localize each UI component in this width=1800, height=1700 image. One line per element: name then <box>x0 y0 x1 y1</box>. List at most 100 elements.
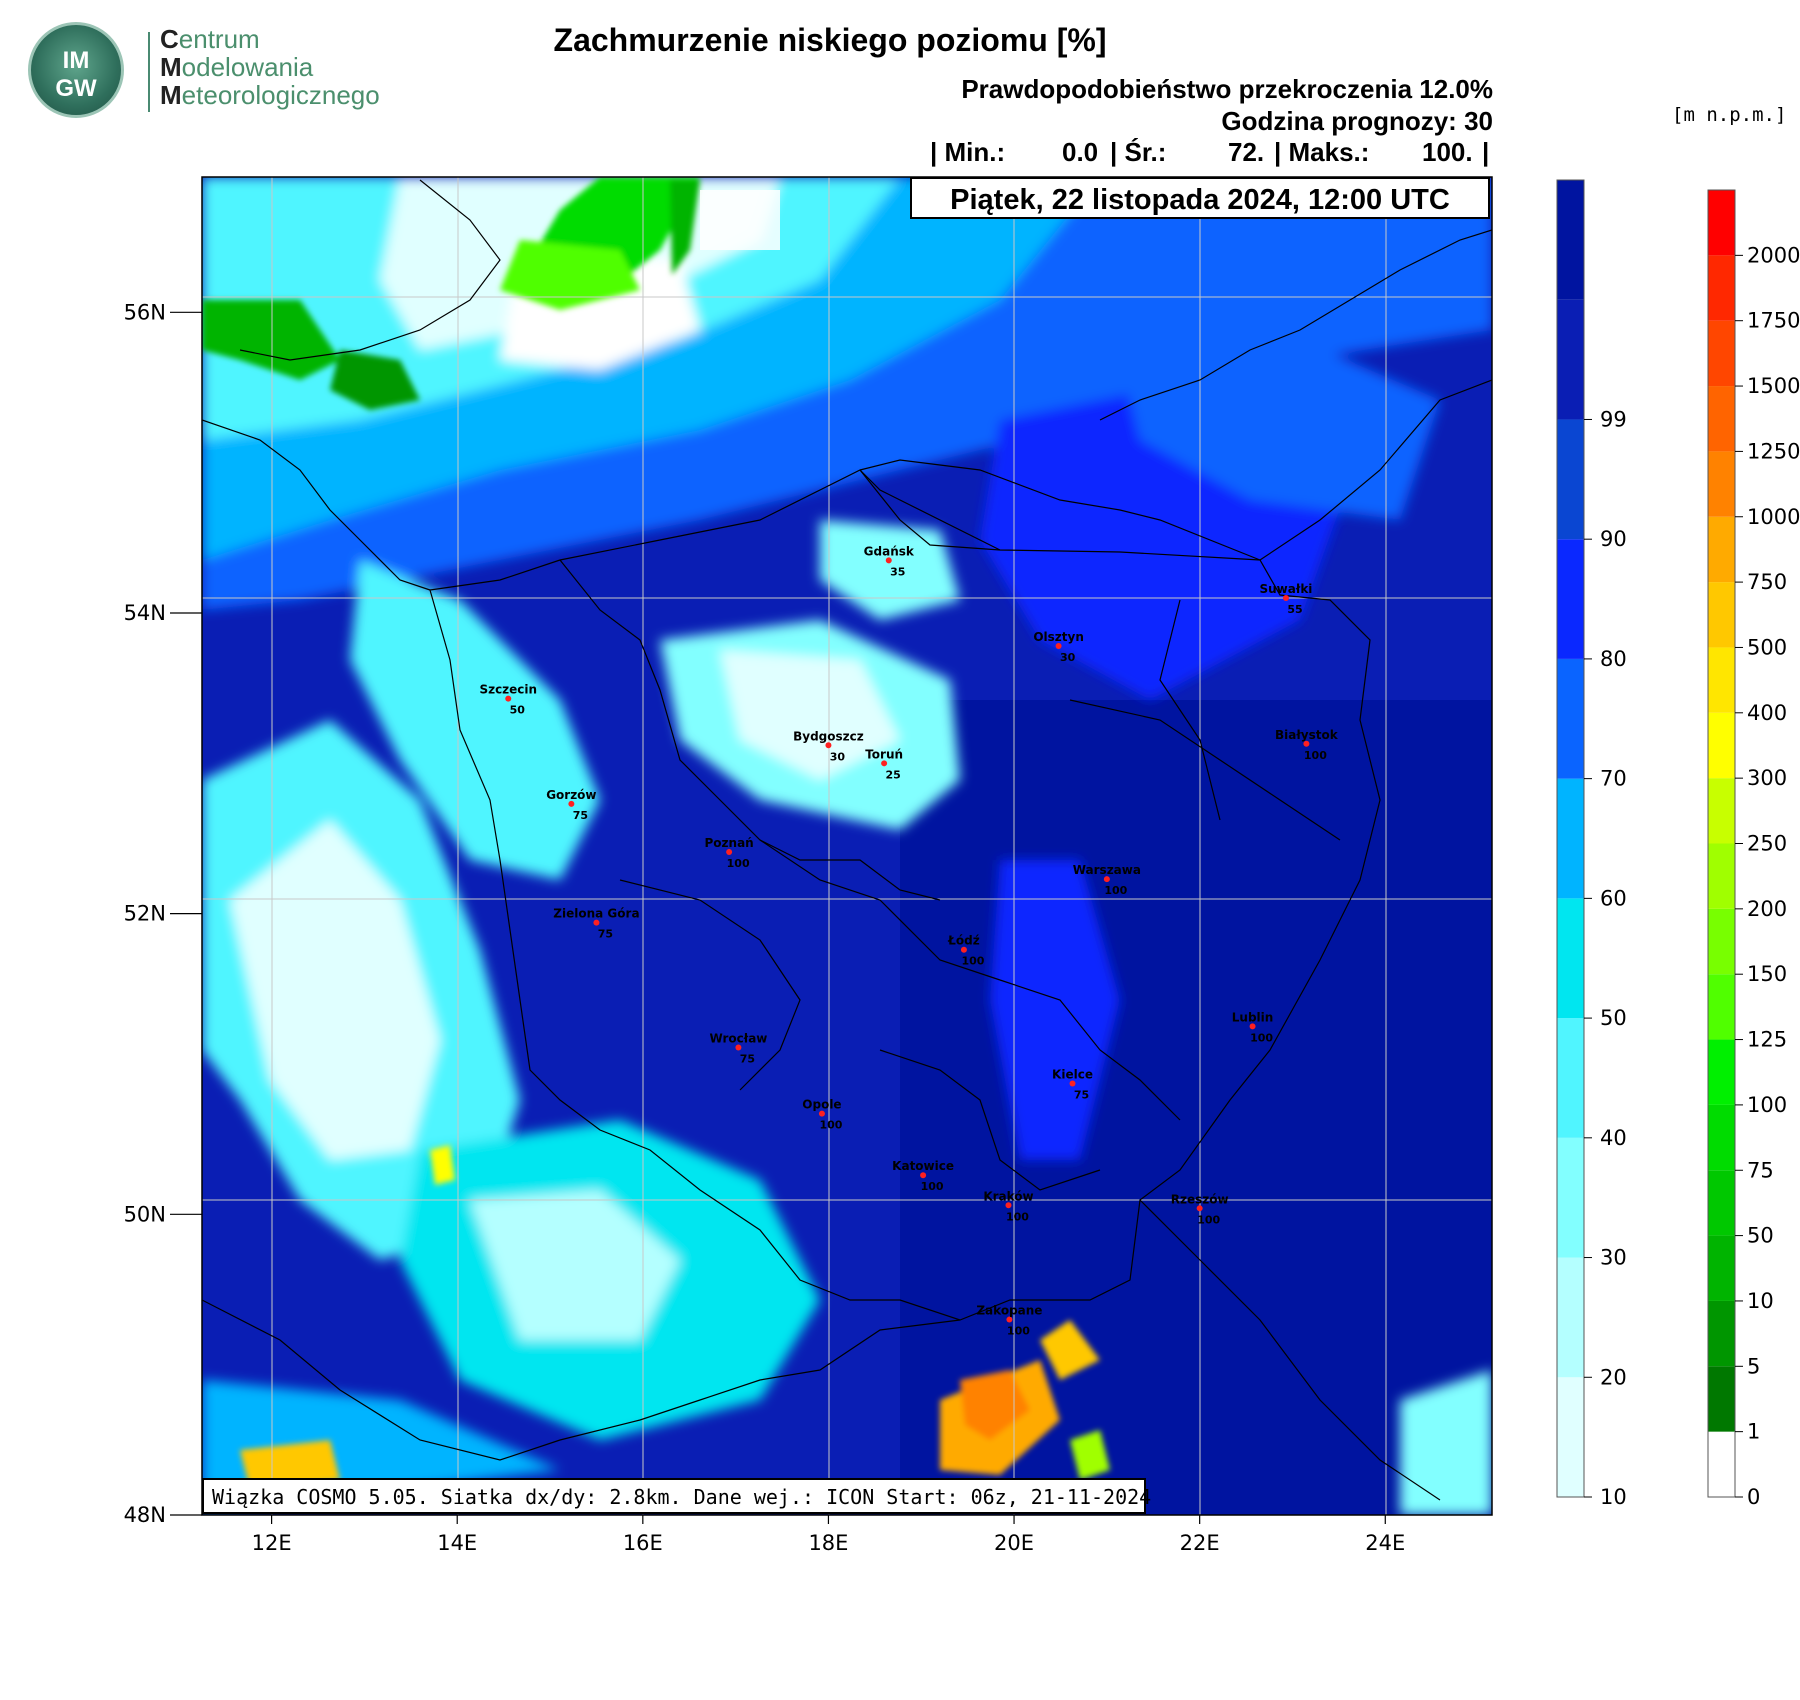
lon-tick-label: 20E <box>994 1531 1034 1555</box>
city-name: Kielce <box>1052 1068 1093 1082</box>
city-name: Olsztyn <box>1033 630 1084 644</box>
lat-tick-label: 48N <box>124 1503 166 1527</box>
lat-tick-label: 50N <box>124 1202 166 1226</box>
logo-line-1: Centrum <box>160 24 260 54</box>
city-marker <box>568 800 575 807</box>
elevation-colorbar-swatch <box>1708 974 1735 1040</box>
city-name: Gorzów <box>546 788 596 802</box>
city-value: 100 <box>1007 1325 1030 1338</box>
city-value: 75 <box>573 809 588 822</box>
borders <box>202 179 1492 1501</box>
cloud-colorbar-swatch <box>1557 299 1584 420</box>
city-name: Zielona Góra <box>553 907 639 921</box>
lat-tick-label: 56N <box>124 300 166 324</box>
city-name: Suwałki <box>1260 582 1313 596</box>
elevation-colorbar-label: 0 <box>1747 1485 1760 1509</box>
stats-mean-value: 72. <box>1228 137 1265 167</box>
elevation-colorbar-swatch <box>1708 1039 1735 1105</box>
elevation-colorbar-label: 100 <box>1747 1093 1787 1117</box>
elevation-colorbar-label: 500 <box>1747 635 1787 659</box>
city-marker <box>885 557 892 564</box>
cloud-colorbar-label: 40 <box>1600 1126 1627 1150</box>
city-value: 55 <box>1287 603 1302 616</box>
elevation-colorbar-label: 750 <box>1747 570 1787 594</box>
cloud-colorbar-label: 30 <box>1600 1246 1627 1270</box>
cloud-colorbar-swatch <box>1557 419 1584 540</box>
elevation-colorbar-label: 250 <box>1747 832 1787 856</box>
city-value: 100 <box>1250 1031 1273 1044</box>
map-field <box>202 177 1492 1515</box>
elevation-colorbar-label: 2000 <box>1747 243 1800 267</box>
stats-min-value: 0.0 <box>1062 137 1099 167</box>
cloud-colorbar-swatch <box>1557 658 1584 779</box>
elevation-colorbar-swatch <box>1708 1104 1735 1171</box>
elevation-colorbar-swatch <box>1708 190 1735 256</box>
city-value: 30 <box>830 750 846 763</box>
city-marker <box>1006 1316 1013 1323</box>
elevation-colorbar-label: 75 <box>1747 1158 1774 1182</box>
city-name: Poznań <box>705 836 754 850</box>
city-value: 75 <box>740 1052 755 1065</box>
elevation-colorbar-swatch <box>1708 843 1735 909</box>
elevation-colorbar-swatch <box>1708 582 1735 648</box>
city-value: 100 <box>1304 749 1327 762</box>
logo-line-3: Meteorologicznego <box>160 80 380 110</box>
city-value: 50 <box>510 704 526 717</box>
stats-close: | <box>1482 137 1490 167</box>
lat-tick-label: 52N <box>124 902 166 926</box>
city-marker <box>726 849 733 856</box>
cloud-colorbar-swatch <box>1557 1018 1584 1138</box>
city-value: 100 <box>1197 1213 1220 1226</box>
stats-max-value: 100. <box>1422 137 1473 167</box>
elevation-colorbar-label: 1250 <box>1747 439 1800 463</box>
lon-tick-label: 22E <box>1180 1531 1220 1555</box>
elevation-colorbar-swatch <box>1708 255 1735 321</box>
elevation-colorbar-swatch <box>1708 647 1735 713</box>
city-marker <box>735 1044 742 1051</box>
elevation-colorbar-swatch <box>1708 1300 1735 1367</box>
cloud-colorbar-label: 50 <box>1600 1006 1627 1030</box>
city-marker <box>920 1172 927 1179</box>
cloud-colorbar-label: 20 <box>1600 1365 1627 1389</box>
city-marker <box>1005 1202 1012 1209</box>
cloud-colorbar-swatch <box>1557 1137 1584 1258</box>
elevation-colorbar: 0 1 5 10 50 75 100 125 150 200 250 300 400 500 750 1000… <box>1707 189 1800 1509</box>
forecast-hour-subtitle: Godzina prognozy: 30 <box>1221 106 1493 136</box>
logo-separator <box>148 32 150 112</box>
city-value: 75 <box>598 928 613 941</box>
cloud-colorbar-swatch <box>1557 1257 1584 1378</box>
elevation-colorbar-label: 5 <box>1747 1354 1760 1378</box>
elevation-colorbar-swatch <box>1708 1170 1735 1236</box>
city-marker <box>1196 1205 1203 1212</box>
city-marker <box>593 919 600 926</box>
city-value: 100 <box>961 955 984 968</box>
elevation-colorbar-swatch <box>1708 1235 1735 1301</box>
page-title: Zachmurzenie niskiego poziomu [%] <box>553 22 1107 58</box>
city-value: 100 <box>819 1119 842 1132</box>
city-value: 35 <box>890 565 905 578</box>
city-marker <box>825 742 832 749</box>
elevation-colorbar-label: 10 <box>1747 1289 1774 1313</box>
lat-tick-label: 54N <box>124 601 166 625</box>
city-marker <box>1069 1080 1076 1087</box>
elevation-colorbar-swatch <box>1708 516 1735 583</box>
city-name: Kraków <box>983 1189 1033 1203</box>
elevation-colorbar-label: 400 <box>1747 701 1787 725</box>
stats-max-label: | Maks.: <box>1274 137 1370 167</box>
elevation-colorbar-label: 1000 <box>1747 505 1800 529</box>
city-name: Szczecin <box>479 683 537 697</box>
elevation-colorbar-label: 150 <box>1747 962 1787 986</box>
city-name: Łódź <box>947 934 980 948</box>
city-name: Opole <box>802 1098 841 1112</box>
city-marker <box>960 946 967 953</box>
elevation-colorbar-swatch <box>1708 451 1735 517</box>
lon-tick-label: 16E <box>623 1531 663 1555</box>
cloud-colorbar-label: 60 <box>1600 886 1627 910</box>
city-name: Lublin <box>1232 1010 1274 1024</box>
axis-ticks: 12E 14E 16E 18E 20E 22E 24E 48N 50N 52N 54N 56N <box>124 300 1406 1555</box>
lon-tick-label: 14E <box>437 1531 477 1555</box>
city-name: Katowice <box>892 1159 954 1173</box>
city-name: Wrocław <box>709 1031 767 1045</box>
city-name: Gdańsk <box>864 544 915 558</box>
